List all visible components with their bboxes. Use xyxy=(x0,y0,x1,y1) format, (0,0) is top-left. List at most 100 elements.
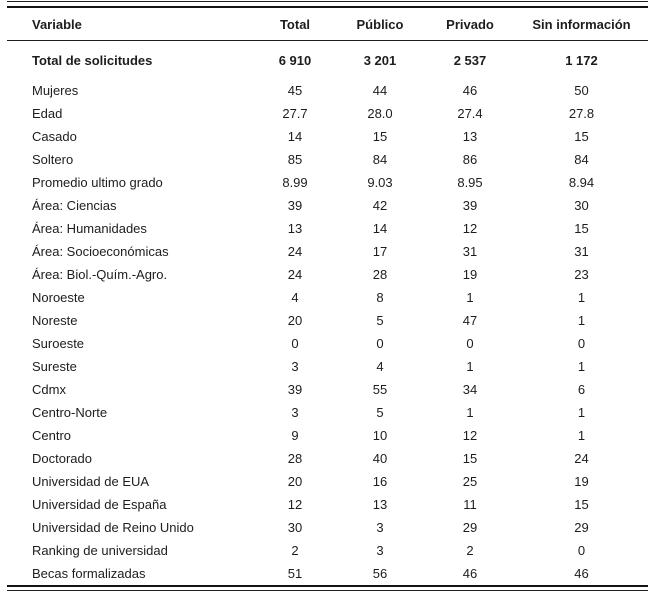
row-value: 46 xyxy=(462,83,478,98)
row-value: 5 xyxy=(376,313,384,328)
row-label: Soltero xyxy=(32,152,74,167)
row-value: 28 xyxy=(372,267,388,282)
row-value: 19 xyxy=(574,474,589,489)
table-row: Cdmx 39 55 34 6 xyxy=(7,378,648,401)
row-label: Promedio ultimo grado xyxy=(32,175,163,190)
row-value: 1 xyxy=(577,313,586,328)
table-row: Edad 27.7 28.0 27.4 27.8 xyxy=(7,102,648,125)
row-value: 30 xyxy=(287,520,303,535)
table-row: Total de solicitudes 6 910 3 201 2 537 1… xyxy=(7,41,648,79)
row-label: Edad xyxy=(32,106,63,121)
row-label: Ranking de universidad xyxy=(32,543,168,558)
row-value: 16 xyxy=(372,474,388,489)
row-label: Casado xyxy=(32,129,77,144)
row-value: 30 xyxy=(574,198,589,213)
row-value: 27.8 xyxy=(568,106,595,121)
row-value: 4 xyxy=(376,359,384,374)
row-value: 3 xyxy=(291,405,299,420)
row-value: 1 172 xyxy=(565,52,598,68)
row-value: 8.94 xyxy=(568,175,595,190)
header-separator-rule xyxy=(7,40,648,41)
table-row: Universidad de España 12 13 11 15 xyxy=(7,493,648,516)
row-value: 29 xyxy=(574,520,589,535)
row-value: 5 xyxy=(376,405,384,420)
table-row: Sureste 3 4 1 1 xyxy=(7,355,648,378)
row-value: 15 xyxy=(372,129,388,144)
row-value: 85 xyxy=(287,152,303,167)
row-value: 3 xyxy=(376,520,384,535)
row-value: 14 xyxy=(287,129,303,144)
table-body: Total de solicitudes 6 910 3 201 2 537 1… xyxy=(7,41,648,585)
row-value: 24 xyxy=(574,451,589,466)
row-label: Mujeres xyxy=(32,83,79,98)
row-value: 3 xyxy=(376,543,384,558)
row-value: 28 xyxy=(287,451,303,466)
row-value: 6 xyxy=(577,382,586,397)
row-value: 19 xyxy=(462,267,478,282)
row-value: 42 xyxy=(372,198,388,213)
row-value: 0 xyxy=(376,336,384,351)
row-value: 15 xyxy=(574,221,589,236)
column-header-privado: Privado xyxy=(446,16,494,32)
row-label: Universidad de EUA xyxy=(32,474,150,489)
row-value: 44 xyxy=(372,83,388,98)
row-value: 1 xyxy=(577,405,586,420)
row-value: 13 xyxy=(287,221,303,236)
row-value: 27.7 xyxy=(282,106,308,121)
row-value: 0 xyxy=(577,336,586,351)
row-value: 12 xyxy=(462,428,478,443)
column-header-variable: Variable xyxy=(32,16,82,32)
row-value: 23 xyxy=(574,267,589,282)
table-row: Universidad de Reino Unido 30 3 29 29 xyxy=(7,516,648,539)
row-value: 9.03 xyxy=(367,175,393,190)
row-value: 4 xyxy=(291,290,299,305)
row-label: Universidad de España xyxy=(32,497,167,512)
row-value: 8 xyxy=(376,290,384,305)
table-row: Área: Humanidades 13 14 12 15 xyxy=(7,217,648,240)
bottom-inner-rule xyxy=(7,585,648,587)
row-label: Área: Socioeconómicas xyxy=(32,244,169,259)
row-value: 39 xyxy=(287,382,303,397)
row-value: 13 xyxy=(462,129,478,144)
row-value: 15 xyxy=(574,497,589,512)
row-value: 6 910 xyxy=(278,52,312,68)
table-row: Centro 9 10 12 1 xyxy=(7,424,648,447)
table-row: Doctorado 28 40 15 24 xyxy=(7,447,648,470)
top-outer-rule xyxy=(7,1,648,2)
row-label: Noreste xyxy=(32,313,78,328)
row-value: 20 xyxy=(287,474,303,489)
row-value: 2 xyxy=(291,543,299,558)
table-row: Centro-Norte 3 5 1 1 xyxy=(7,401,648,424)
row-value: 12 xyxy=(462,221,478,236)
row-value: 1 xyxy=(466,290,474,305)
row-label: Centro-Norte xyxy=(32,405,108,420)
table-row: Noreste 20 5 47 1 xyxy=(7,309,648,332)
row-value: 15 xyxy=(462,451,478,466)
table-row: Suroeste 0 0 0 0 xyxy=(7,332,648,355)
row-value: 1 xyxy=(466,359,474,374)
row-label: Sureste xyxy=(32,359,77,374)
row-label: Área: Biol.-Quím.-Agro. xyxy=(32,267,168,282)
row-value: 0 xyxy=(466,336,474,351)
row-value: 3 xyxy=(291,359,299,374)
row-label: Doctorado xyxy=(32,451,92,466)
row-value: 8.99 xyxy=(282,175,308,190)
row-value: 14 xyxy=(372,221,388,236)
row-value: 56 xyxy=(372,566,388,581)
top-inner-rule xyxy=(7,6,648,8)
row-value: 10 xyxy=(372,428,388,443)
row-label: Suroeste xyxy=(32,336,85,351)
row-value: 84 xyxy=(372,152,388,167)
table-row: Área: Ciencias 39 42 39 30 xyxy=(7,194,648,217)
row-value: 0 xyxy=(577,543,586,558)
table-row: Mujeres 45 44 46 50 xyxy=(7,79,648,102)
row-label: Total de solicitudes xyxy=(32,52,153,68)
row-value: 51 xyxy=(287,566,303,581)
column-header-total: Total xyxy=(279,16,311,32)
row-value: 12 xyxy=(287,497,303,512)
row-label: Becas formalizadas xyxy=(32,566,146,581)
table-row: Ranking de universidad 2 3 2 0 xyxy=(7,539,648,562)
table-row: Casado 14 15 13 15 xyxy=(7,125,648,148)
row-label: Área: Ciencias xyxy=(32,198,117,213)
